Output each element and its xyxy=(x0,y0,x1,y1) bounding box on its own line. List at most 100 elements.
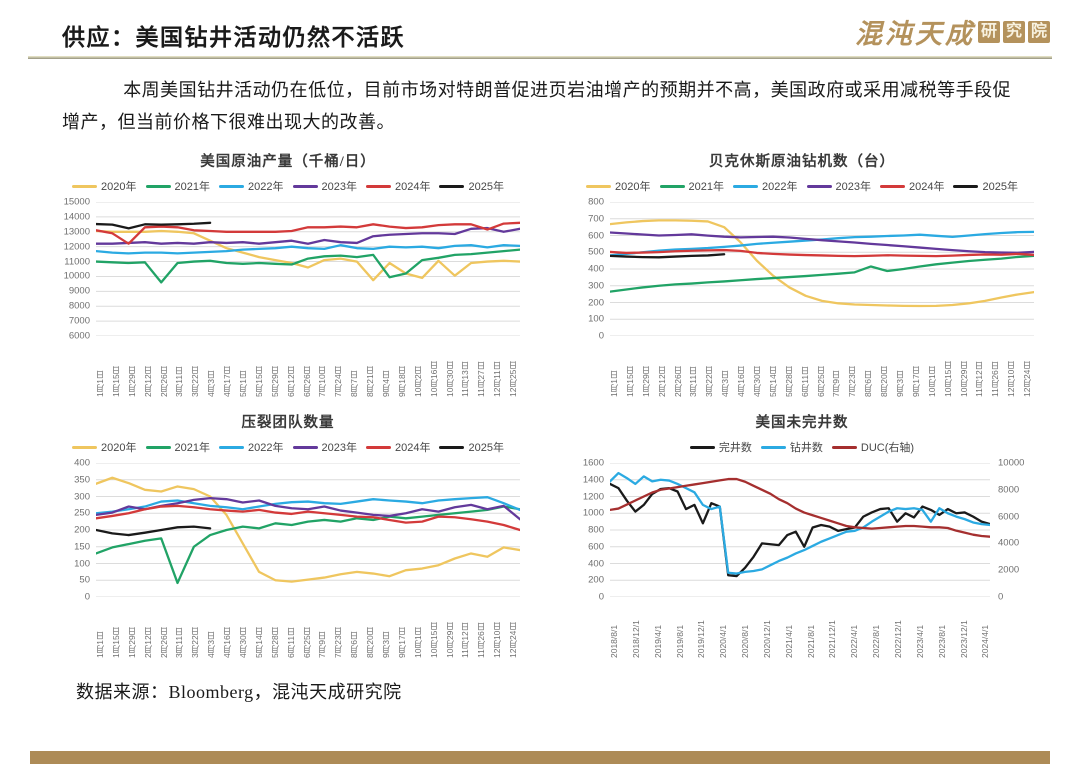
x-tick-label: 2019/4/1 xyxy=(652,624,663,658)
legend-line-swatch xyxy=(953,184,979,188)
x-tick-label: 2024/4/1 xyxy=(980,624,991,658)
legend-line-swatch xyxy=(439,184,465,188)
legend-item: 2021年 xyxy=(145,178,210,194)
x-tick-label: 2023/12/1 xyxy=(958,620,969,658)
legend-line-swatch xyxy=(145,445,171,449)
legend-item: 完井数 xyxy=(689,439,752,455)
legend-label: 2024年 xyxy=(394,181,431,193)
x-tick-label: 4月3日 xyxy=(206,370,217,397)
legend-item: 2021年 xyxy=(145,439,211,455)
series-line xyxy=(96,250,520,283)
x-tick-label: 2月12日 xyxy=(656,365,667,397)
legend-item: 2022年 xyxy=(219,439,284,455)
legend-label: 2024年 xyxy=(908,181,945,193)
legend-line-swatch xyxy=(72,184,98,188)
x-tick-label: 10月2日 xyxy=(412,365,423,397)
chart-us-crude-production: 美国原油产量（千桶/日） 2020年 2021年 2022年 2023年 2024年 20… xyxy=(56,150,520,397)
y-axis-labels: 800 700 600 500 400 300 200 100 0 xyxy=(588,196,604,342)
x-tick-label: 2022/12/1 xyxy=(892,620,903,658)
x-tick-label: 10月15日 xyxy=(942,361,953,397)
data-source-note: 数据来源：Bloomberg，混沌天成研究院 xyxy=(76,682,402,702)
legend-item: 钻井数 xyxy=(760,439,823,455)
x-tick-label: 2021/12/1 xyxy=(827,620,838,658)
series-line xyxy=(610,256,1034,292)
x-tick-label: 1月15日 xyxy=(624,365,635,397)
legend-item: 2022年 xyxy=(733,178,798,194)
legend-item: 2024年 xyxy=(365,439,430,455)
x-tick-label: 4月17日 xyxy=(222,365,233,397)
legend-item: 2025年 xyxy=(439,178,504,194)
summary-paragraph: 本周美国钻井活动仍在低位，目前市场对特朗普促进页岩油增产的预期并不高，美国政府或… xyxy=(62,80,1012,132)
x-axis-labels: 1月1日 1月15日 1月29日 2月12日 2月26日 3月11日 3月22日 4月3日 4月… xyxy=(609,339,1032,397)
chart-us-duc-wells: 美国未完井数 完井数 钻井数 DUC(右轴) 1600 1400 1200 1000 800… xyxy=(570,411,1034,658)
x-tick-label: 7月9日 xyxy=(317,631,328,658)
x-tick-label: 8月21日 xyxy=(365,365,376,397)
legend-line-swatch xyxy=(292,184,318,188)
logo-seal-stamp: 院 xyxy=(1028,20,1050,43)
x-tick-label: 4月3日 xyxy=(206,631,217,658)
x-tick-label: 4月30日 xyxy=(238,626,249,658)
legend-item: 2025年 xyxy=(953,178,1018,194)
x-tick-label: 10月1日 xyxy=(926,365,937,397)
x-tick-label: 10月30日 xyxy=(444,361,455,397)
legend-label: 2023年 xyxy=(321,442,357,454)
chart-title: 压裂团队数量 xyxy=(241,415,335,431)
secondary-y-axis-labels: 10000 8000 6000 4000 2000 0 xyxy=(998,457,1025,603)
x-tick-label: 11月26日 xyxy=(990,361,1001,397)
series-line xyxy=(96,497,520,513)
x-tick-label: 3月22日 xyxy=(190,626,201,658)
x-tick-label: 12月10日 xyxy=(492,622,503,658)
x-tick-label: 5月1日 xyxy=(238,370,249,397)
x-tick-label: 8月6日 xyxy=(349,631,360,658)
x-tick-label: 11月26日 xyxy=(476,622,487,658)
y-axis-labels: 400 350 300 250 200 150 100 50 0 xyxy=(74,457,90,603)
series-line xyxy=(96,228,520,244)
x-tick-label: 5月14日 xyxy=(767,365,778,397)
x-tick-label: 3月22日 xyxy=(190,365,201,397)
x-tick-label: 8月6日 xyxy=(863,370,874,397)
x-tick-label: 2月26日 xyxy=(672,365,683,397)
legend-item: 2023年 xyxy=(292,439,357,455)
legend-item: 2021年 xyxy=(659,178,724,194)
x-tick-label: 5月14日 xyxy=(253,626,264,658)
legend-line-swatch xyxy=(365,445,391,449)
x-tick-label: 2021/8/1 xyxy=(805,624,816,658)
x-tick-label: 11月13日 xyxy=(460,361,471,397)
x-tick-label: 2022/8/1 xyxy=(871,624,882,658)
x-tick-label: 12月10日 xyxy=(1006,361,1017,397)
legend-label: 2022年 xyxy=(762,181,798,193)
legend-item: 2020年 xyxy=(72,178,137,194)
series-line xyxy=(96,498,520,519)
x-tick-label: 8月20日 xyxy=(879,365,890,397)
legend-label: 钻井数 xyxy=(789,442,823,454)
x-tick-label: 4月30日 xyxy=(752,365,763,397)
x-tick-label: 9月3日 xyxy=(381,631,392,658)
x-tick-label: 9月17日 xyxy=(396,626,407,658)
x-tick-label: 2018/12/1 xyxy=(630,620,641,658)
series-line xyxy=(96,506,520,530)
legend-label: 2025年 xyxy=(468,181,504,193)
series-line xyxy=(96,223,210,229)
series-line xyxy=(610,473,990,574)
series-line xyxy=(96,223,520,244)
x-tick-label: 10月15日 xyxy=(428,622,439,658)
x-tick-label: 7月10日 xyxy=(317,365,328,397)
x-tick-label: 10月29日 xyxy=(444,622,455,658)
x-tick-label: 2月26日 xyxy=(158,365,169,397)
legend-label: 2021年 xyxy=(174,442,211,454)
x-tick-label: 8月20日 xyxy=(365,626,376,658)
x-tick-label: 7月23日 xyxy=(333,626,344,658)
x-tick-label: 6月25日 xyxy=(815,365,826,397)
series-line xyxy=(96,245,520,253)
legend-label: 2023年 xyxy=(321,181,357,193)
x-tick-label: 12月11日 xyxy=(492,361,503,397)
x-tick-label: 6月25日 xyxy=(301,626,312,658)
chart-title: 美国未完井数 xyxy=(755,415,849,431)
x-axis-labels: 2018/8/1 2018/12/1 2019/4/1 2019/8/1 2019/12… xyxy=(609,600,991,658)
header: 供应：美国钻井活动仍然不活跃 混沌天成研究院 xyxy=(0,0,1080,52)
x-tick-label: 2020/4/1 xyxy=(718,624,729,658)
x-tick-label: 1月1日 xyxy=(95,631,105,658)
x-tick-label: 2019/8/1 xyxy=(674,624,685,658)
legend-label: 2022年 xyxy=(248,181,284,193)
company-logo: 混沌天成研究院 xyxy=(855,12,1050,51)
